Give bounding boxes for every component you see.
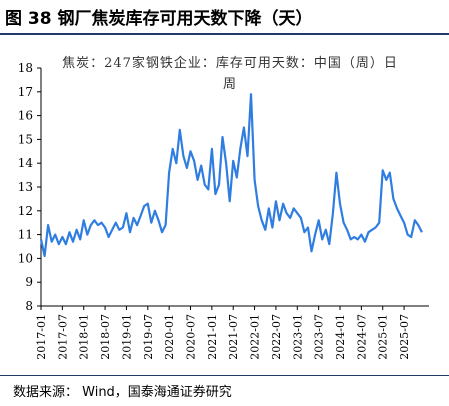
y-tick-label: 13 — [18, 180, 33, 194]
y-tick-label: 8 — [25, 299, 33, 313]
x-tick-label: 2023-07 — [313, 314, 326, 360]
title-rule — [0, 33, 449, 35]
x-tick-label: 2021-01 — [206, 314, 219, 360]
y-tick-label: 14 — [18, 156, 34, 170]
x-tick-label: 2024-01 — [334, 314, 347, 360]
x-axis: 2017-01 2017-07 2018-01 2018-07 2019-01 2019-… — [35, 305, 429, 360]
x-tick-label: 2018-01 — [78, 314, 91, 360]
y-axis: 8 9 10 11 12 13 14 15 16 17 18 — [18, 61, 42, 313]
x-tick-label: 2021-07 — [227, 314, 240, 360]
x-tick-label: 2017-01 — [35, 314, 48, 360]
x-tick-label: 2023-01 — [291, 314, 304, 360]
series-line — [39, 93, 423, 258]
figure-title: 图 38 钢厂焦炭库存可用天数下降（天） — [5, 9, 313, 29]
y-tick-label: 15 — [18, 132, 33, 146]
y-tick-label: 17 — [18, 85, 33, 99]
x-tick-label: 2025-07 — [398, 314, 411, 360]
y-tick-label: 10 — [18, 251, 33, 265]
x-tick-label: 2022-07 — [270, 314, 283, 360]
y-tick-label: 12 — [18, 204, 33, 218]
y-tick-label: 9 — [25, 275, 33, 289]
y-tick-label: 11 — [18, 228, 33, 242]
x-tick-label: 2025-01 — [377, 314, 390, 360]
source-rule — [0, 375, 449, 376]
x-tick-label: 2024-07 — [355, 314, 368, 360]
source-note: 数据来源： Wind，国泰海通证券研究 — [13, 385, 232, 400]
y-tick-label: 18 — [18, 61, 33, 75]
x-tick-label: 2017-07 — [56, 314, 69, 360]
line-chart: 8 9 10 11 12 13 14 15 16 17 18 2017-01 2017-07 2018-… — [18, 61, 429, 360]
x-tick-label: 2022-01 — [249, 314, 262, 360]
x-tick-label: 2018-07 — [99, 314, 112, 360]
x-tick-label: 2019-01 — [120, 314, 133, 360]
x-tick-label: 2020-01 — [163, 314, 176, 360]
x-tick-label: 2020-07 — [185, 314, 198, 360]
chart-title: 焦炭：247家钢铁企业：库存可用天数：中国（周）日周 — [62, 56, 398, 92]
y-tick-label: 16 — [18, 109, 33, 123]
x-tick-label: 2019-07 — [142, 314, 155, 360]
